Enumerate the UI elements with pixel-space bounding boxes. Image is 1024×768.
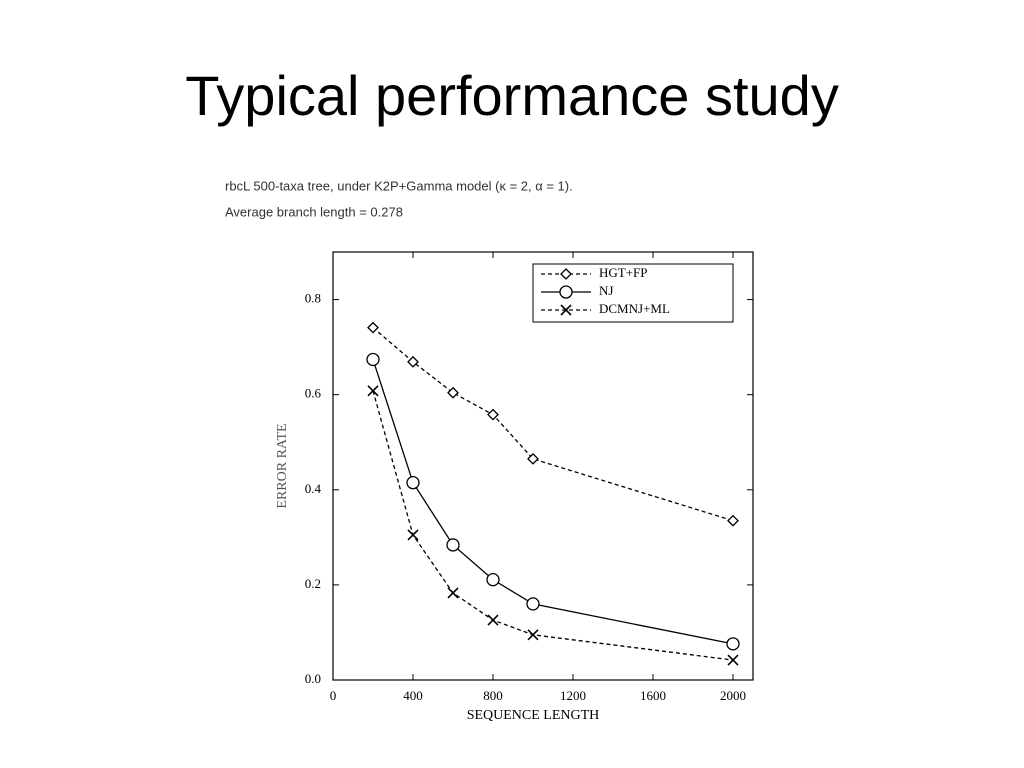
series-line — [372, 359, 734, 645]
data-point — [447, 386, 459, 399]
x-tick-label: 1200 — [560, 688, 586, 703]
y-tick-label: 0.6 — [305, 386, 322, 401]
data-point — [367, 385, 379, 397]
legend-label: NJ — [599, 283, 613, 298]
data-point — [726, 637, 740, 651]
y-tick-label: 0.0 — [305, 671, 321, 686]
x-tick-label: 1600 — [640, 688, 666, 703]
data-point — [527, 452, 539, 465]
legend-label: HGT+FP — [599, 265, 648, 280]
data-point — [407, 355, 419, 368]
data-point — [487, 408, 499, 421]
y-axis-label: ERROR RATE — [275, 423, 290, 508]
data-point — [446, 538, 460, 552]
data-point — [727, 514, 739, 527]
data-point — [526, 597, 540, 611]
x-tick-label: 0 — [330, 688, 337, 703]
x-axis-label: SEQUENCE LENGTH — [467, 708, 600, 723]
x-tick-label: 800 — [483, 688, 503, 703]
slide-title: Typical performance study — [185, 64, 839, 127]
data-point — [486, 573, 500, 587]
data-point — [407, 529, 419, 541]
legend-label: DCMNJ+ML — [599, 301, 670, 316]
data-point — [447, 587, 459, 599]
data-point — [367, 321, 379, 334]
legend-marker — [560, 304, 572, 316]
x-tick-label: 2000 — [720, 688, 746, 703]
legend-marker — [559, 285, 573, 299]
data-point — [487, 614, 499, 626]
chart-title: rbcL 500-taxa tree, under K2P+Gamma mode… — [225, 178, 573, 193]
legend-marker — [560, 268, 572, 280]
series-line — [372, 327, 734, 522]
data-point — [406, 475, 420, 490]
plot-frame — [332, 251, 754, 681]
data-point — [366, 352, 380, 367]
data-point — [727, 654, 739, 666]
x-tick-label: 400 — [403, 688, 423, 703]
y-tick-label: 0.2 — [305, 576, 321, 591]
y-tick-label: 0.8 — [305, 291, 321, 306]
data-point — [527, 629, 539, 641]
chart-subtitle: Average branch length = 0.278 — [225, 204, 403, 219]
series-line — [372, 390, 734, 661]
y-tick-label: 0.4 — [305, 481, 322, 496]
